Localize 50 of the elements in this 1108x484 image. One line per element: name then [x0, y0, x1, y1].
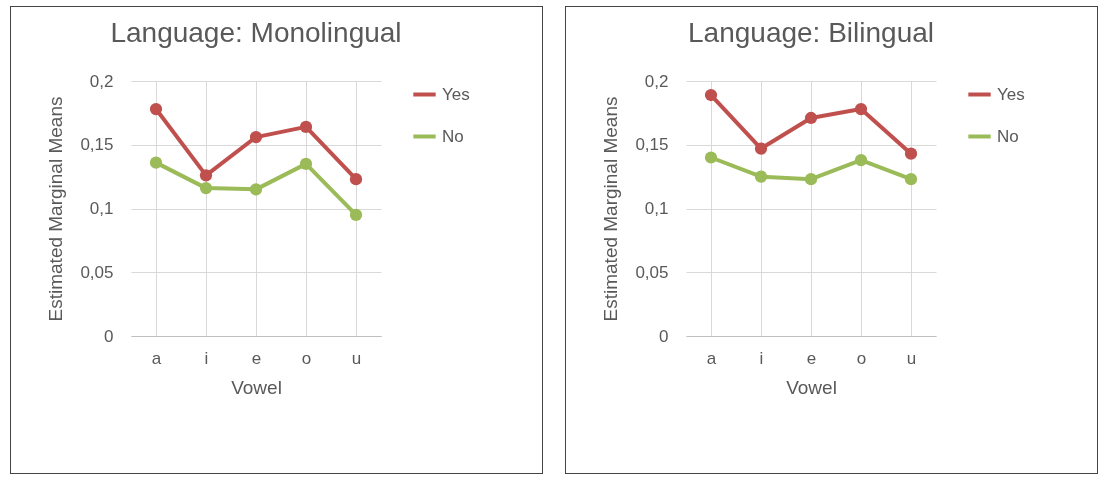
y-tick-label: 0: [659, 326, 669, 346]
x-axis-title: Vowel: [786, 376, 837, 398]
y-axis-title: Estimated Marginal Means: [600, 96, 622, 322]
y-tick-label: 0,15: [635, 135, 669, 155]
y-tick-label: 0,05: [635, 262, 669, 282]
x-tick-label: o: [301, 348, 312, 368]
y-tick-label: 0,1: [89, 199, 114, 218]
point: [249, 183, 263, 196]
point: [904, 147, 918, 160]
x-tick-label: i: [204, 348, 209, 368]
point: [854, 102, 868, 116]
point: [199, 181, 213, 195]
point: [704, 151, 718, 164]
x-tick-label: u: [351, 348, 362, 368]
x-axis-title: Vowel: [231, 376, 282, 398]
legend-label: No: [442, 126, 464, 146]
chart-title: Language: Bilingual: [688, 17, 934, 48]
y-tick-label: 0: [104, 326, 114, 346]
y-axis-title: Estimated Marginal Means: [45, 96, 67, 322]
point: [249, 130, 263, 144]
point: [199, 169, 213, 182]
point: [349, 208, 363, 221]
point: [149, 102, 163, 116]
point: [754, 170, 768, 183]
legend-label: Yes: [997, 84, 1025, 104]
legend-label: Yes: [442, 84, 470, 104]
y-tick-label: 0,15: [80, 135, 114, 155]
x-tick-label: a: [151, 348, 162, 368]
point: [349, 173, 363, 186]
point: [704, 88, 718, 102]
x-tick-label: e: [251, 348, 262, 368]
point: [904, 173, 918, 186]
x-tick-label: e: [806, 348, 817, 368]
point: [754, 142, 768, 155]
point: [804, 111, 818, 125]
x-tick-label: u: [906, 348, 917, 368]
chart-title: Language: Monolingual: [110, 17, 402, 48]
point: [149, 156, 163, 169]
x-tick-label: o: [856, 348, 867, 368]
x-tick-label: i: [759, 348, 764, 368]
y-tick-label: 0,05: [80, 262, 114, 282]
y-tick-label: 0,1: [644, 199, 669, 218]
point: [299, 120, 313, 134]
point: [299, 157, 313, 170]
point: [854, 153, 868, 167]
point: [804, 173, 818, 186]
legend-label: No: [997, 126, 1019, 146]
y-tick-label: 0,2: [89, 71, 114, 91]
x-tick-label: a: [706, 348, 717, 368]
y-tick-label: 0,2: [644, 71, 669, 91]
